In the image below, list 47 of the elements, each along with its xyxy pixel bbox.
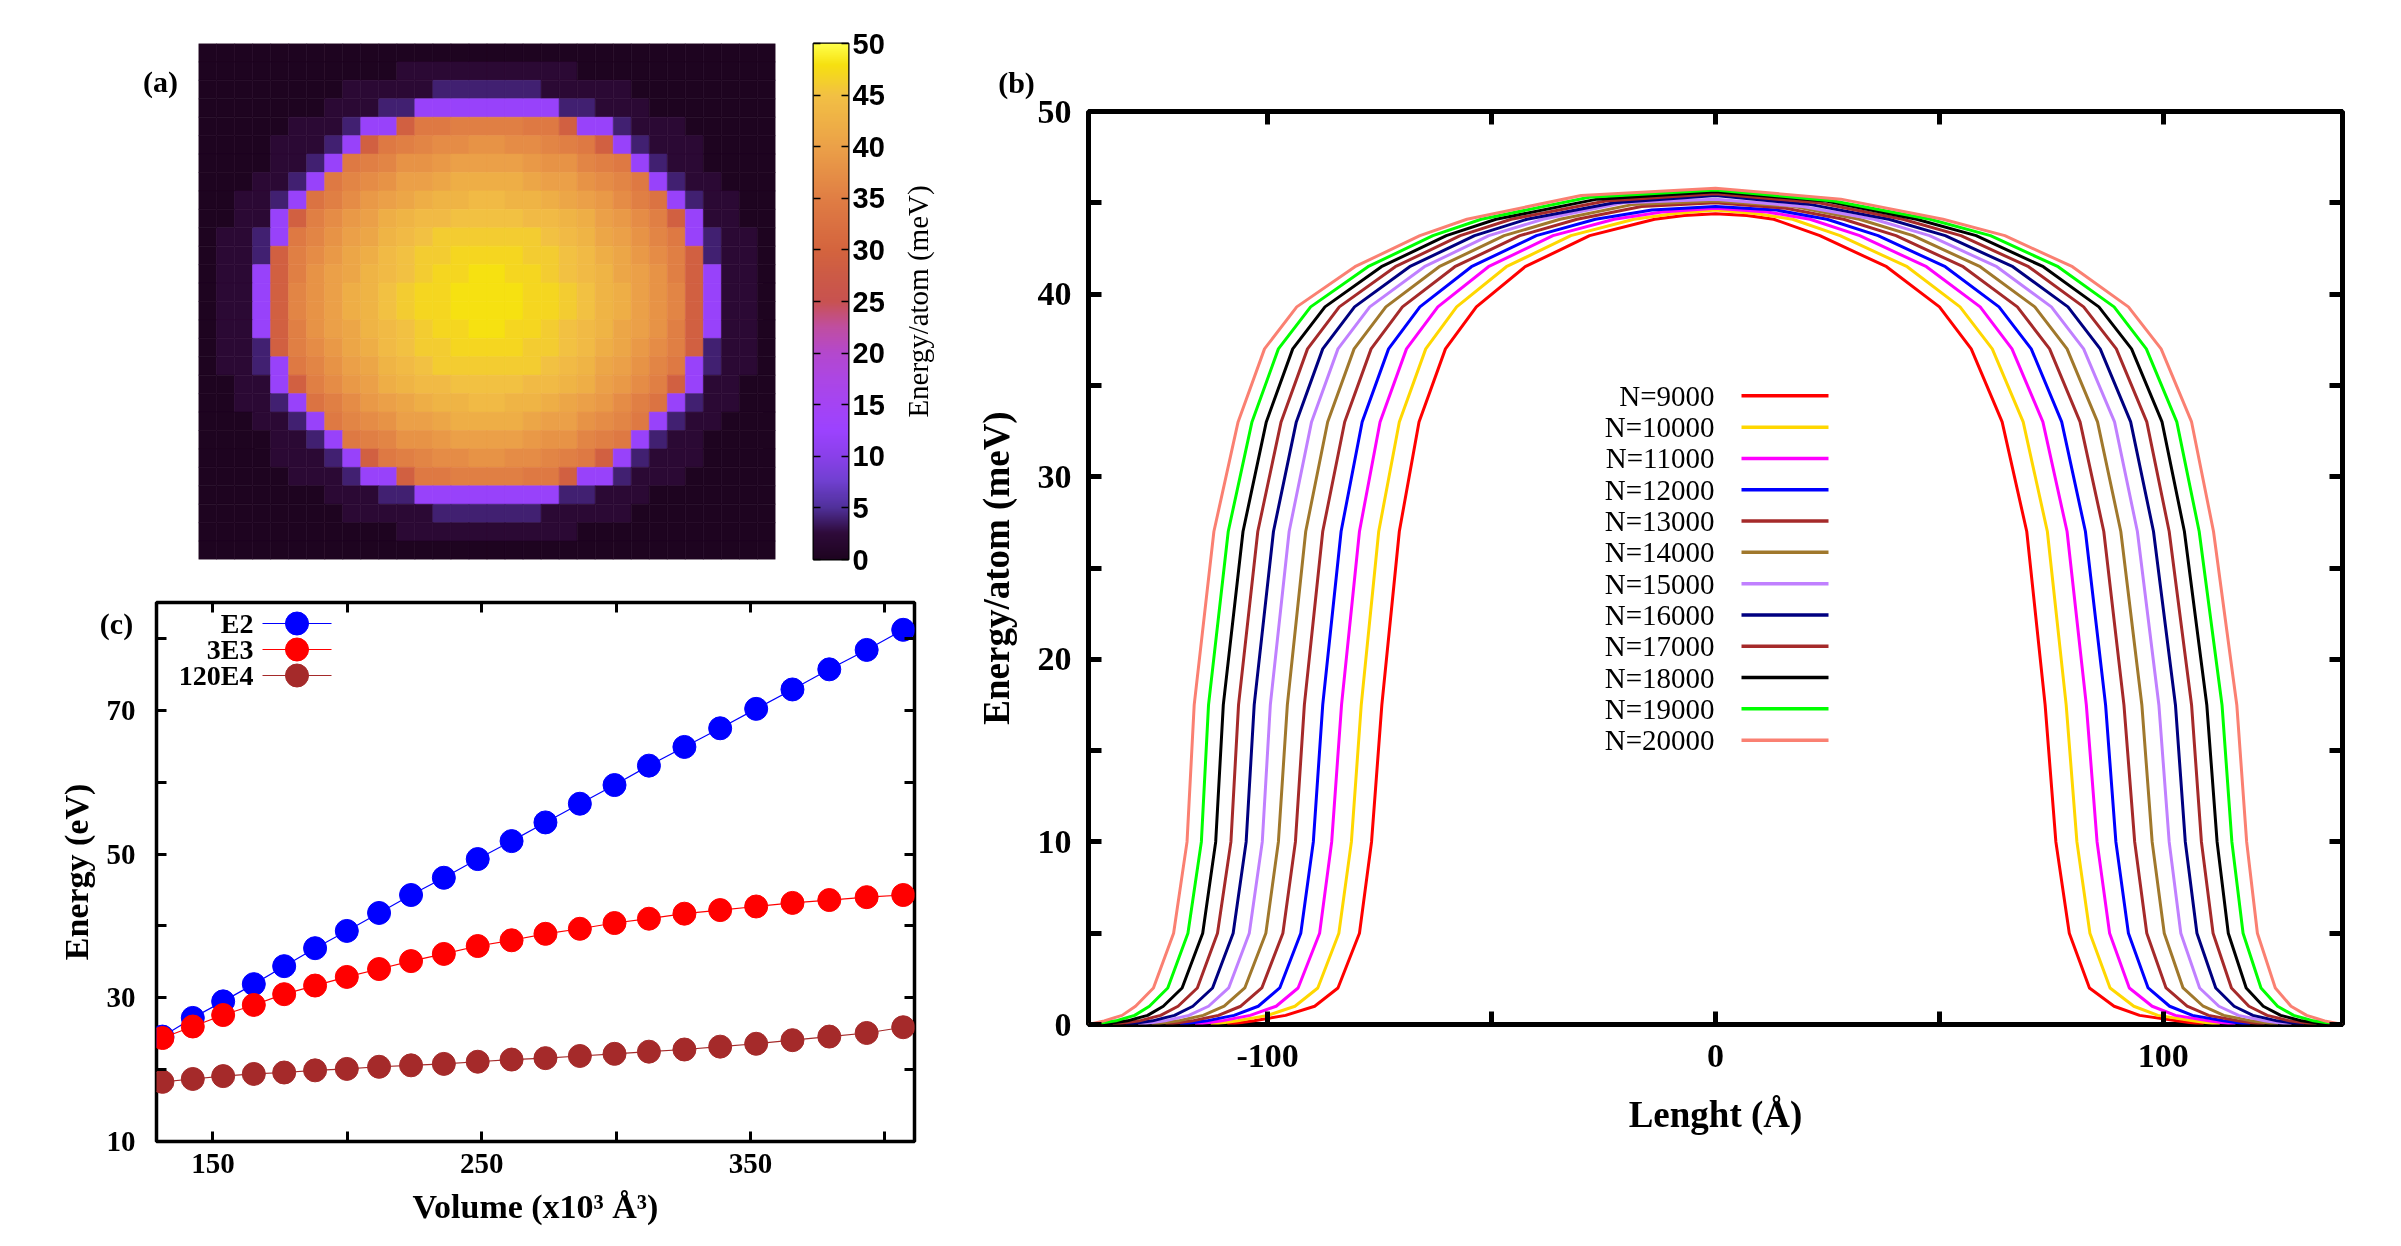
legend-label: N=14000 bbox=[1604, 536, 1715, 569]
text: (c) bbox=[99, 607, 134, 641]
y-tick-label: 30 bbox=[106, 981, 136, 1014]
y-tick-label: 20 bbox=[1037, 640, 1072, 678]
y-tick-label: 50 bbox=[1037, 92, 1072, 130]
x-axis-title: Lenght (Å) bbox=[1628, 1093, 1803, 1136]
color-bar-label: 50 bbox=[852, 27, 885, 60]
color-bar-label: 25 bbox=[852, 285, 885, 318]
legend-label: N=9000 bbox=[1619, 379, 1715, 412]
color-bar-label: 0 bbox=[852, 543, 869, 576]
color-bar-label: 45 bbox=[852, 79, 885, 112]
x-axis-title: Volume (x10³ Å³) bbox=[412, 1187, 659, 1226]
color-bar-label: 30 bbox=[852, 233, 885, 266]
legend-label: N=18000 bbox=[1604, 661, 1715, 694]
x-tick-label: 150 bbox=[191, 1146, 235, 1179]
color-bar-label: 20 bbox=[852, 337, 885, 370]
y-tick-label: 50 bbox=[106, 837, 136, 870]
x-tick-label: 250 bbox=[459, 1146, 504, 1179]
y-axis-title: Energy/atom (meV) bbox=[975, 411, 1018, 725]
color-bar-label: 5 bbox=[852, 491, 869, 524]
y-tick-label: 30 bbox=[1037, 457, 1072, 495]
color-bar-label: 10 bbox=[852, 440, 885, 473]
y-tick-label: 10 bbox=[106, 1125, 136, 1157]
x-tick-label: 0 bbox=[1707, 1036, 1724, 1074]
legend-label: N=20000 bbox=[1604, 724, 1715, 757]
text: (b) bbox=[998, 66, 1035, 100]
legend-label: N=19000 bbox=[1604, 692, 1715, 725]
y-tick-label: 0 bbox=[1054, 1005, 1072, 1043]
x-tick-label: 100 bbox=[2137, 1036, 2189, 1074]
legend-label: N=16000 bbox=[1604, 598, 1715, 631]
y-tick-label: 40 bbox=[1037, 275, 1072, 313]
legend-label: N=12000 bbox=[1604, 473, 1715, 506]
legend-label: N=13000 bbox=[1604, 505, 1715, 538]
legend-label: N=10000 bbox=[1604, 411, 1715, 444]
x-tick-label: 350 bbox=[728, 1146, 773, 1179]
y-axis-title: Energy (eV) bbox=[57, 783, 96, 961]
color-bar-label: 35 bbox=[852, 182, 885, 215]
color-bar-label: 15 bbox=[852, 388, 885, 421]
y-tick-label: 10 bbox=[1037, 822, 1072, 860]
color-bar-title: Energy/atom (meV) bbox=[901, 185, 935, 418]
text: (a) bbox=[143, 65, 178, 99]
color-bar-label: 40 bbox=[852, 130, 885, 163]
x-tick-label: -100 bbox=[1236, 1036, 1299, 1074]
legend-label: N=17000 bbox=[1604, 630, 1715, 663]
y-tick-label: 70 bbox=[106, 693, 136, 726]
legend-label: N=11000 bbox=[1605, 442, 1715, 475]
legend-label: N=15000 bbox=[1604, 567, 1715, 600]
